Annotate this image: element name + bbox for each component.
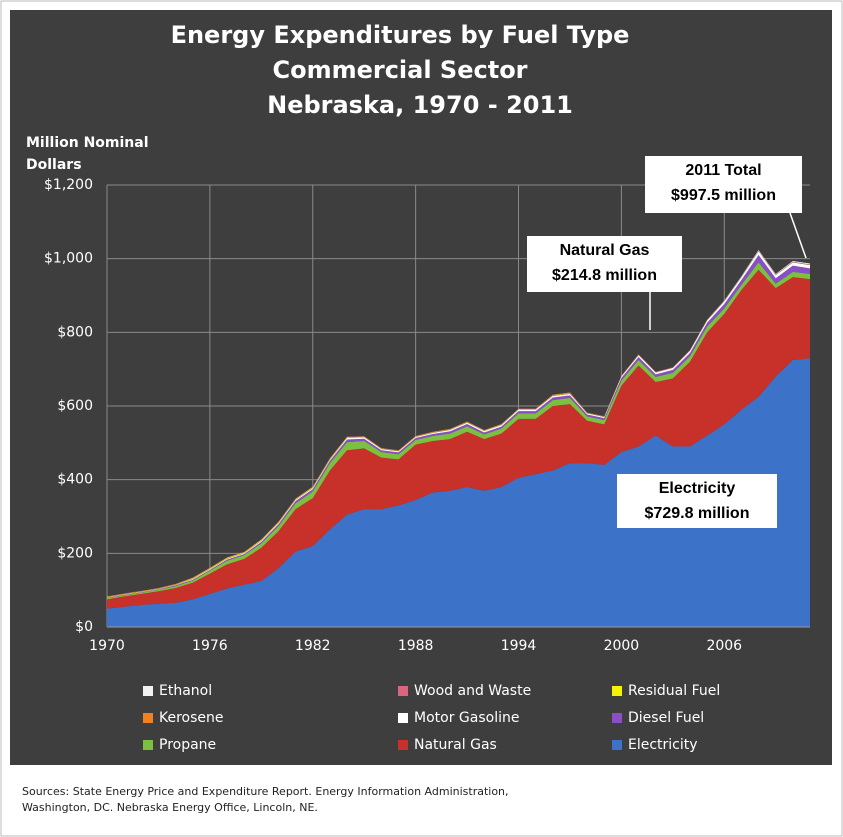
annotation-text: 2011 Total: [685, 162, 761, 179]
y-tick-label: $1,200: [44, 177, 93, 193]
legend-label: Natural Gas: [414, 737, 497, 753]
y-axis-label: Dollars: [26, 157, 82, 173]
legend-label: Diesel Fuel: [628, 710, 704, 726]
x-tick-label: 1994: [501, 638, 537, 654]
x-tick-label: 1976: [192, 638, 228, 654]
legend-swatch: [612, 740, 622, 750]
legend-label: Motor Gasoline: [414, 710, 519, 726]
x-tick-label: 1988: [398, 638, 434, 654]
annotation-text: $214.8 million: [552, 267, 657, 284]
annotation-box: [527, 236, 682, 292]
legend-label: Propane: [159, 737, 216, 753]
y-tick-label: $400: [57, 472, 93, 488]
y-axis-label: Million Nominal: [26, 135, 149, 151]
annotation-text: $729.8 million: [645, 505, 750, 522]
source-note: Sources: State Energy Price and Expendit…: [22, 785, 509, 798]
legend-label: Kerosene: [159, 710, 224, 726]
area: [107, 358, 810, 627]
source-note: Washington, DC. Nebraska Energy Office, …: [22, 801, 318, 814]
x-tick-label: 1982: [295, 638, 331, 654]
annotation-leader: [789, 212, 807, 259]
legend-swatch: [398, 713, 408, 723]
legend-swatch: [143, 713, 153, 723]
areas: [107, 250, 810, 628]
chart-subtitle: Commercial Sector: [272, 56, 527, 84]
chart-title: Energy Expenditures by Fuel Type: [171, 21, 630, 49]
legend-swatch: [612, 686, 622, 696]
legend: Ethanol Wood and Waste Residual Fuel Kerose…: [143, 683, 720, 753]
legend-swatch: [143, 740, 153, 750]
legend-label: Wood and Waste: [414, 683, 531, 699]
legend-swatch: [143, 686, 153, 696]
legend-swatch: [398, 740, 408, 750]
y-tick-label: $1,000: [44, 251, 93, 267]
annotations: 2011 Total $997.5 million Natural Gas $214.…: [527, 156, 807, 528]
y-tick-label: $0: [75, 619, 93, 635]
annotation-text: Natural Gas: [560, 242, 650, 259]
area: [107, 269, 810, 609]
chart-subtitle: Nebraska, 1970 - 2011: [267, 91, 573, 119]
annotation-text: $997.5 million: [671, 187, 776, 204]
x-tick-label: 1970: [89, 638, 125, 654]
y-tick-label: $600: [57, 398, 93, 414]
legend-swatch: [612, 713, 622, 723]
annotation-box: [617, 474, 777, 528]
y-tick-label: $200: [57, 545, 93, 561]
legend-swatch: [398, 686, 408, 696]
legend-label: Electricity: [628, 737, 698, 753]
annotation-text: Electricity: [659, 480, 736, 497]
legend-label: Ethanol: [159, 683, 212, 699]
x-tick-label: 2000: [604, 638, 640, 654]
annotation-box: [645, 156, 802, 213]
legend-label: Residual Fuel: [628, 683, 720, 699]
y-tick-label: $800: [57, 324, 93, 340]
x-tick-label: 2006: [706, 638, 742, 654]
area: [107, 262, 810, 600]
